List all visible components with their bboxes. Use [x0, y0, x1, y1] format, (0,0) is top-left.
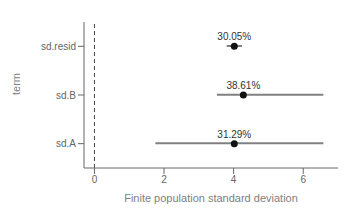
- svg-text:term: term: [10, 73, 22, 95]
- svg-text:sd.A: sd.A: [56, 138, 76, 149]
- svg-text:2: 2: [161, 174, 167, 185]
- svg-text:0: 0: [92, 174, 98, 185]
- svg-text:6: 6: [300, 174, 306, 185]
- svg-text:31.29%: 31.29%: [217, 129, 251, 140]
- svg-text:sd.B: sd.B: [56, 90, 76, 101]
- svg-text:38.61%: 38.61%: [226, 80, 260, 91]
- svg-text:sd.resid: sd.resid: [41, 41, 76, 52]
- svg-text:Finite population standard dev: Finite population standard deviation: [124, 192, 298, 204]
- svg-text:30.05%: 30.05%: [217, 31, 251, 42]
- svg-text:4: 4: [231, 174, 237, 185]
